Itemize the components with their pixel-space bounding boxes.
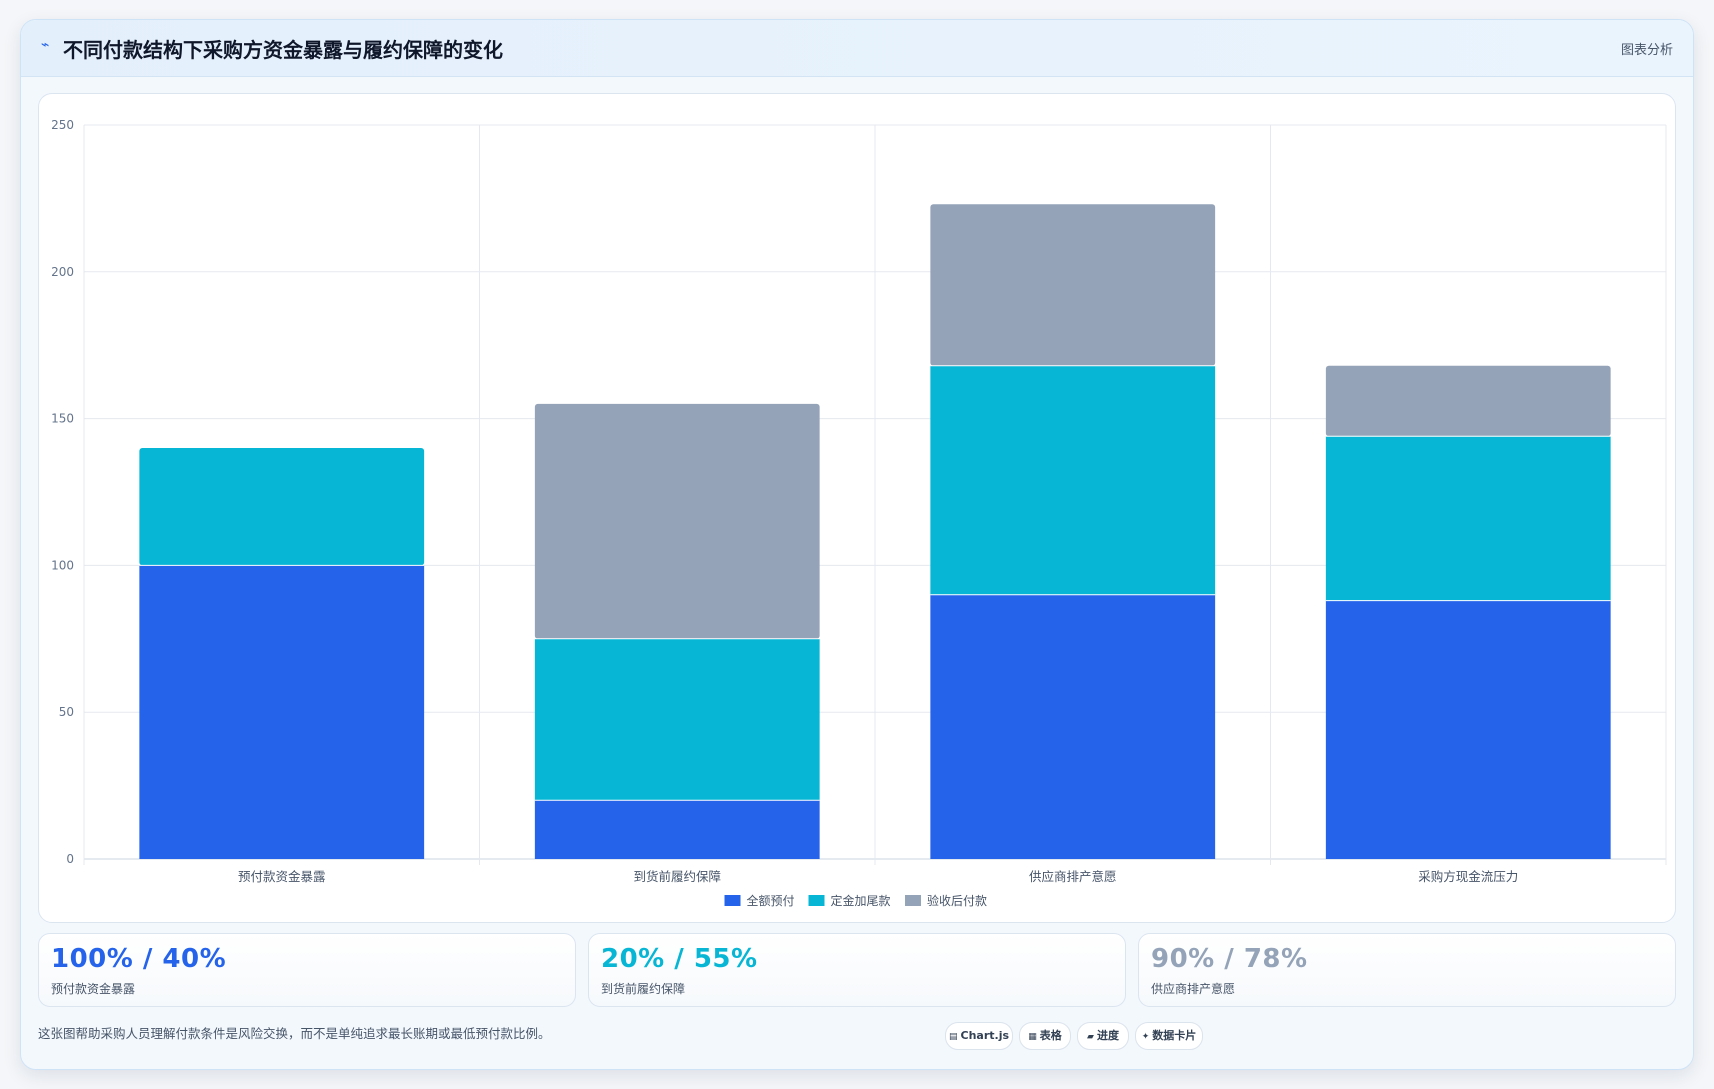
stat-label: 供应商排产意愿 (1151, 982, 1236, 996)
y-tick-label: 100 (51, 558, 74, 572)
table-icon: ▦ (1028, 1032, 1037, 1042)
bar-segment (1325, 365, 1611, 437)
legend-label: 全额预付 (747, 893, 795, 908)
legend-swatch (905, 895, 921, 906)
legend-label: 验收后付款 (927, 893, 987, 908)
stat-value: 90% / 78% (1151, 944, 1308, 974)
bar-segment (534, 638, 820, 801)
chart-analysis-button[interactable]: 图表分析 (1620, 43, 1673, 58)
tag-progress[interactable]: ▰ 进度 (1077, 1022, 1129, 1050)
x-tick-label: 预付款资金暴露 (238, 869, 326, 884)
stat-value: 20% / 55% (601, 944, 758, 974)
stat-label: 预付款资金暴露 (51, 982, 136, 996)
tag-chartjs[interactable]: ▤ Chart.js (945, 1022, 1013, 1050)
chart-card: 0 50 100 150 200 250 预付款资金暴露 到货前履约保障 供应商排产意愿 采购方现… (38, 93, 1676, 923)
stat-label: 到货前履约保障 (601, 982, 686, 996)
bar-segment (930, 594, 1216, 859)
x-tick-label: 采购方现金流压力 (1418, 869, 1518, 884)
bar-segment (1325, 436, 1611, 601)
y-tick-label: 250 (51, 118, 74, 132)
chart-icon: ▤ (948, 1032, 958, 1042)
x-tick-label: 供应商排产意愿 (1029, 869, 1117, 884)
panel-header: ⌁ 不同付款结构下采购方资金暴露与履约保障的变化 图表分析 (21, 20, 1693, 77)
y-tick-label: 50 (59, 705, 74, 719)
y-tick-label: 200 (51, 265, 74, 279)
bar-segment (534, 800, 820, 859)
legend-label: 定金加尾款 (831, 893, 891, 908)
chart-panel: ⌁ 不同付款结构下采购方资金暴露与履约保障的变化 图表分析 0 50 100 150 2… (20, 19, 1694, 1070)
x-tick-label: 到货前履约保障 (633, 869, 721, 884)
stacked-bar-chart: 0 50 100 150 200 250 预付款资金暴露 到货前履约保障 供应商排产意愿 采购方现… (51, 118, 1667, 908)
tag-table[interactable]: ▦ 表格 (1019, 1022, 1071, 1050)
stat-card-supplier-willingness: 90% / 78% 供应商排产意愿 (1138, 933, 1676, 1007)
stat-card-prepayment: 100% / 40% 预付款资金暴露 (38, 933, 576, 1007)
bar-segment (139, 447, 425, 566)
bar-segment (534, 403, 820, 639)
stat-card-delivery-guarantee: 20% / 55% 到货前履约保障 (588, 933, 1126, 1007)
bar-segment (930, 204, 1216, 366)
card-icon: ✦ (1141, 1032, 1150, 1042)
y-tick-label: 0 (66, 852, 74, 866)
trend-line-icon: ⌁ (41, 37, 50, 53)
footer-note: 这张图帮助采购人员理解付款条件是风险交换，而不是单纯追求最长账期或最低预付款比例… (38, 1026, 551, 1041)
bar-segment (1325, 600, 1611, 859)
bar-segment (139, 565, 425, 859)
stat-value: 100% / 40% (51, 944, 227, 974)
progress-icon: ▰ (1087, 1032, 1094, 1042)
page-title: 不同付款结构下采购方资金暴露与履约保障的变化 (63, 38, 503, 62)
legend-swatch (808, 895, 825, 906)
stat-cards: 100% / 40% 预付款资金暴露 20% / 55% 到货前履约保障 90%… (38, 933, 1676, 1007)
bar-segment (930, 365, 1216, 595)
tag-data-cards[interactable]: ✦ 数据卡片 (1135, 1022, 1203, 1050)
y-tick-label: 150 (51, 412, 74, 426)
legend-swatch (724, 895, 741, 906)
